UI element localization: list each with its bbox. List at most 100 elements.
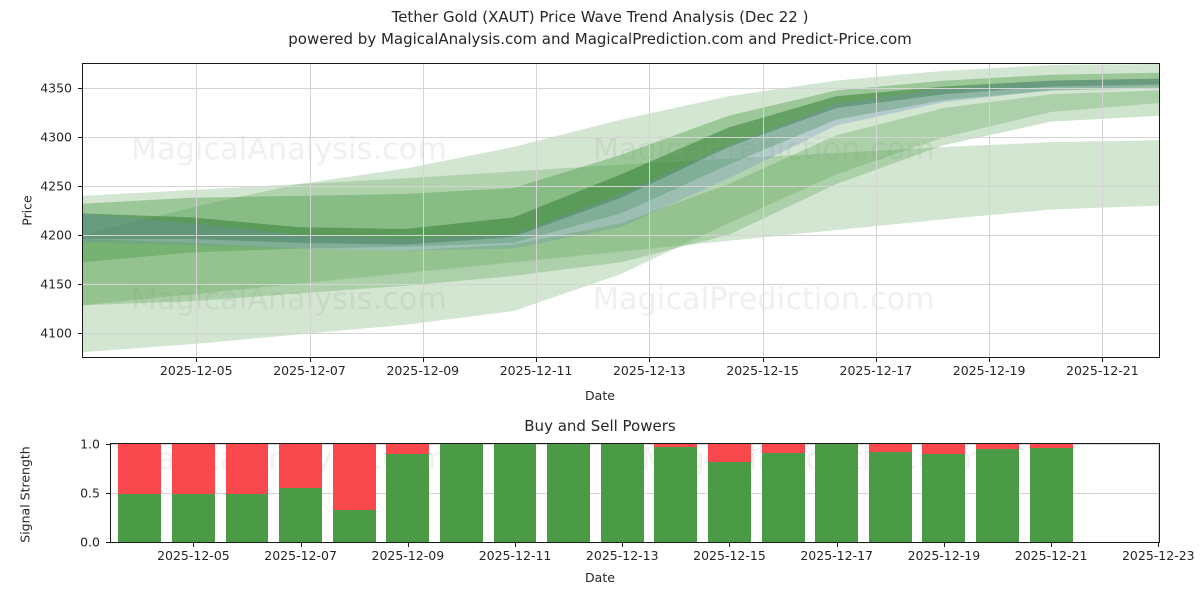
x-tick-label: 2025-12-19 [952, 363, 1026, 378]
grid-line-v [536, 64, 538, 357]
x-tick-mark [193, 543, 195, 547]
buy-power-bar [279, 488, 323, 542]
bar-group [332, 444, 376, 542]
bar-group [547, 444, 591, 542]
y-tick-mark [106, 493, 110, 494]
buy-power-bar [922, 453, 966, 542]
sell-power-bar [654, 444, 698, 447]
x-tick-mark [622, 543, 624, 547]
x-tick-label: 2025-12-17 [800, 548, 873, 563]
bar-group [493, 444, 537, 542]
bar-group [708, 444, 751, 542]
bar-group [922, 444, 966, 542]
x-tick-mark [649, 358, 651, 362]
buy-power-bar [386, 453, 430, 542]
bar-group [386, 444, 430, 542]
x-axis-title-date-top: Date [585, 388, 615, 403]
x-tick-label: 2025-12-21 [1014, 548, 1088, 563]
x-tick-label: 2025-12-17 [839, 363, 913, 378]
bar-group [815, 444, 859, 542]
x-tick-mark [762, 358, 764, 362]
x-tick-label: 2025-12-13 [612, 363, 686, 378]
sell-power-bar [976, 444, 1019, 449]
page-subtitle: powered by MagicalAnalysis.com and Magic… [288, 30, 912, 48]
x-tick-mark [309, 358, 311, 362]
bar-group [868, 444, 912, 542]
x-tick-mark [875, 358, 877, 362]
price-wave-chart: MagicalAnalysis.com MagicalPrediction.co… [82, 63, 1160, 358]
wave-band [83, 90, 1159, 306]
bar-group [976, 444, 1019, 542]
x-tick-mark [422, 358, 424, 362]
x-tick-label: 2025-12-09 [386, 363, 460, 378]
bar-group [600, 444, 644, 542]
wave-band [83, 78, 1159, 251]
x-tick-label: 2025-12-11 [478, 548, 552, 563]
bar-group [439, 444, 483, 542]
y-tick-mark [78, 186, 82, 188]
y-tick-label: 4100 [40, 325, 72, 341]
x-tick-mark [989, 358, 991, 362]
grid-line-h [83, 186, 1159, 188]
x-tick-label: 2025-12-23 [1121, 548, 1195, 563]
x-tick-label: 2025-12-07 [264, 548, 337, 563]
sell-power-bar [332, 444, 376, 510]
y-tick-label: 4350 [40, 80, 72, 96]
buy-power-bar [868, 451, 912, 542]
buy-power-bar [332, 509, 376, 542]
x-tick-mark [1158, 543, 1160, 547]
y-axis-title-price: Price [19, 195, 35, 226]
grid-line-v [1102, 64, 1104, 357]
x-tick-label: 2025-12-21 [1066, 363, 1139, 378]
y-tick-mark [106, 444, 110, 445]
buy-power-bar [439, 444, 483, 542]
x-tick-label: 2025-12-11 [499, 363, 573, 378]
page-title: Tether Gold (XAUT) Price Wave Trend Anal… [391, 8, 809, 26]
bar-group [1029, 444, 1073, 542]
x-tick-mark [300, 543, 302, 547]
grid-line-v [875, 64, 877, 357]
grid-line-v [422, 64, 424, 357]
buy-power-bar [708, 461, 751, 542]
x-tick-mark [1102, 358, 1104, 362]
x-tick-label: 2025-12-15 [726, 363, 799, 378]
sell-power-bar [386, 444, 430, 454]
y-tick-label: 4300 [40, 129, 72, 145]
x-tick-label: 2025-12-19 [907, 548, 981, 563]
grid-line-v [989, 64, 991, 357]
grid-line-h [83, 283, 1159, 285]
wave-band [83, 140, 1159, 306]
buy-power-bar [225, 493, 269, 542]
buy-power-bar [493, 444, 537, 542]
sell-power-bar [868, 444, 912, 452]
x-tick-label: 2025-12-13 [585, 548, 659, 563]
buy-power-bar [976, 448, 1019, 542]
y-tick-mark [78, 88, 82, 90]
buy-power-bar [654, 446, 698, 542]
grid-line-v [1158, 444, 1159, 542]
bar-group [654, 444, 698, 542]
buy-sell-powers-chart: MagicalAnalysis.com MagicalPrediction.co… [110, 443, 1160, 543]
wave-band [83, 64, 1159, 353]
grid-line-v [196, 64, 198, 357]
buy-power-bar [547, 444, 591, 542]
grid-line-h [83, 234, 1159, 236]
bar-group [225, 444, 269, 542]
y-tick-label: 1.0 [80, 436, 100, 452]
sell-power-bar [1029, 444, 1073, 448]
bar-group [761, 444, 805, 542]
x-tick-label: 2025-12-07 [273, 363, 346, 378]
buy-power-bar [118, 493, 162, 542]
y-tick-mark [78, 332, 82, 334]
sell-power-bar [279, 444, 323, 489]
wave-band [83, 78, 1159, 245]
y-tick-mark [78, 234, 82, 236]
x-tick-label: 2025-12-15 [693, 548, 766, 563]
x-tick-label: 2025-12-05 [157, 548, 230, 563]
y-tick-mark [78, 137, 82, 139]
x-tick-mark [536, 358, 538, 362]
sell-power-bar [171, 444, 215, 494]
sell-power-bar [118, 444, 162, 494]
bar-group [171, 444, 215, 542]
